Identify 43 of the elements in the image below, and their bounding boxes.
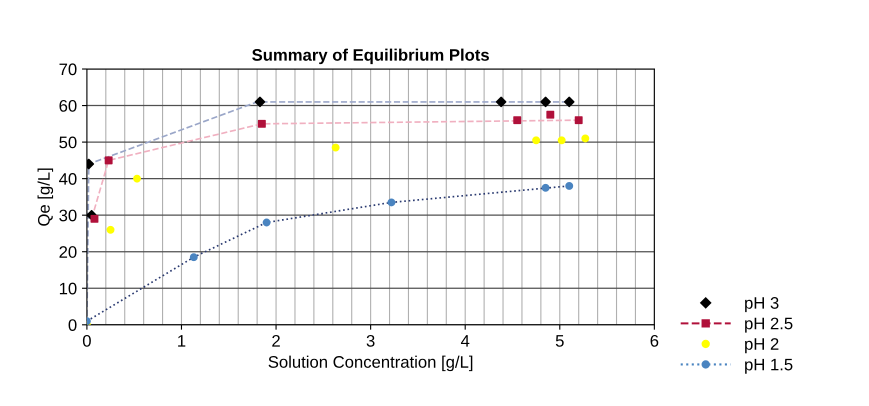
point: [540, 96, 551, 108]
legend-label: pH 2.5: [745, 318, 792, 333]
point: [104, 156, 113, 164]
point: [532, 136, 540, 144]
point: [565, 182, 574, 190]
point: [90, 214, 98, 223]
point: [542, 184, 550, 192]
x-tick-label: 3: [366, 334, 375, 347]
y-tick-label: 30: [59, 210, 77, 222]
point: [581, 134, 590, 142]
point: [387, 198, 396, 206]
y-tick-label: 40: [59, 173, 77, 185]
y-tick-label: 60: [59, 100, 77, 112]
y-axis-title: Qe [g/L]: [38, 168, 54, 226]
y-tick-label: 10: [60, 282, 77, 294]
x-tick-label: 4: [460, 335, 470, 347]
point: [513, 116, 522, 124]
x-tick-label: 1: [178, 335, 186, 347]
point: [496, 96, 506, 108]
legend-label: pH 1.5: [745, 358, 792, 374]
point: [190, 253, 198, 262]
y-tick-label: 50: [59, 136, 77, 148]
point: [258, 120, 266, 128]
point: [254, 96, 266, 108]
x-tick-label: 2: [272, 334, 280, 347]
point: [106, 226, 114, 234]
chart-title: Summary of Equilibrium Plots: [252, 48, 489, 64]
point: [574, 116, 583, 124]
point: [262, 218, 271, 226]
x-tick-label: 5: [556, 335, 564, 347]
legend-label: pH 3: [745, 297, 779, 312]
point: [332, 144, 340, 152]
point: [133, 174, 141, 183]
x-tick-label: 6: [650, 334, 658, 347]
point: [558, 136, 566, 144]
x-axis-title: Solution Concentration [g/L]: [268, 356, 472, 372]
y-tick-label: 20: [59, 246, 77, 258]
x-tick-label: 0: [82, 334, 91, 347]
y-tick-label: 70: [59, 63, 77, 76]
point: [564, 96, 575, 108]
point: [546, 110, 554, 119]
legend-label: pH 2: [745, 338, 778, 354]
y-tick-label: 0: [68, 319, 77, 332]
